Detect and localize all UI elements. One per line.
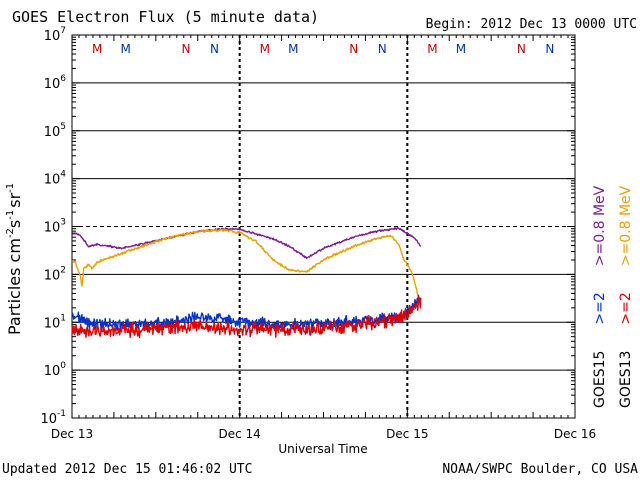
legend-goes15: GOES15>=2>=0.8 MeV: [592, 185, 608, 408]
x-tick-label: Dec 14: [219, 427, 261, 441]
local-time-marker: N: [378, 42, 387, 56]
x-axis-label: Universal Time: [278, 442, 367, 456]
y-tick-label: 101: [44, 313, 66, 331]
local-time-marker: M: [427, 42, 437, 56]
y-tick-label: 102: [44, 265, 66, 283]
y-tick-label: 100: [44, 361, 67, 379]
local-time-marker: M: [456, 42, 466, 56]
y-axis-ticks: 107 106 105 104 103 102 101 100 10-1: [40, 26, 575, 427]
local-time-marker: N: [182, 42, 191, 56]
gridlines: [72, 35, 575, 418]
y-tick-label: 103: [44, 218, 66, 236]
local-time-marker: M: [288, 42, 298, 56]
legend: GOES15>=2>=0.8 MeV GOES13>=2>=0.8 MeV: [592, 185, 634, 408]
x-tick-label: Dec 13: [51, 427, 93, 441]
x-tick-label: Dec 15: [386, 427, 428, 441]
y-tick-label: 106: [44, 74, 67, 92]
x-axis-ticks: Dec 13 Dec 14 Dec 15 Dec 16: [51, 35, 596, 441]
local-time-marker: M: [120, 42, 130, 56]
series-line: [71, 294, 422, 338]
begin-label: Begin: 2012 Dec 13 0000 UTC: [426, 17, 637, 32]
y-tick-label: 105: [44, 122, 66, 140]
series-line: [71, 297, 422, 331]
local-time-marker: M: [92, 42, 102, 56]
y-tick-label: 104: [44, 170, 67, 188]
y-tick-label: 107: [44, 26, 66, 44]
y-axis-label: Particles cm-2s-1sr-1: [5, 183, 24, 335]
x-tick-label: Dec 16: [554, 427, 596, 441]
series-line: [71, 228, 422, 304]
local-time-marker: N: [545, 42, 554, 56]
local-time-marker: N: [210, 42, 219, 56]
source-credit: NOAA/SWPC Boulder, CO USA: [442, 462, 638, 477]
chart-title: GOES Electron Flux (5 minute data): [12, 8, 319, 26]
local-time-marker: N: [349, 42, 358, 56]
series-line: [71, 226, 422, 259]
y-tick-label: 10-1: [40, 409, 66, 427]
local-time-marker: M: [260, 42, 270, 56]
legend-goes13: GOES13>=2>=0.8 MeV: [618, 185, 634, 408]
local-time-marker: N: [517, 42, 526, 56]
data-series: [71, 226, 422, 338]
updated-timestamp: Updated 2012 Dec 15 01:46:02 UTC: [2, 462, 252, 477]
